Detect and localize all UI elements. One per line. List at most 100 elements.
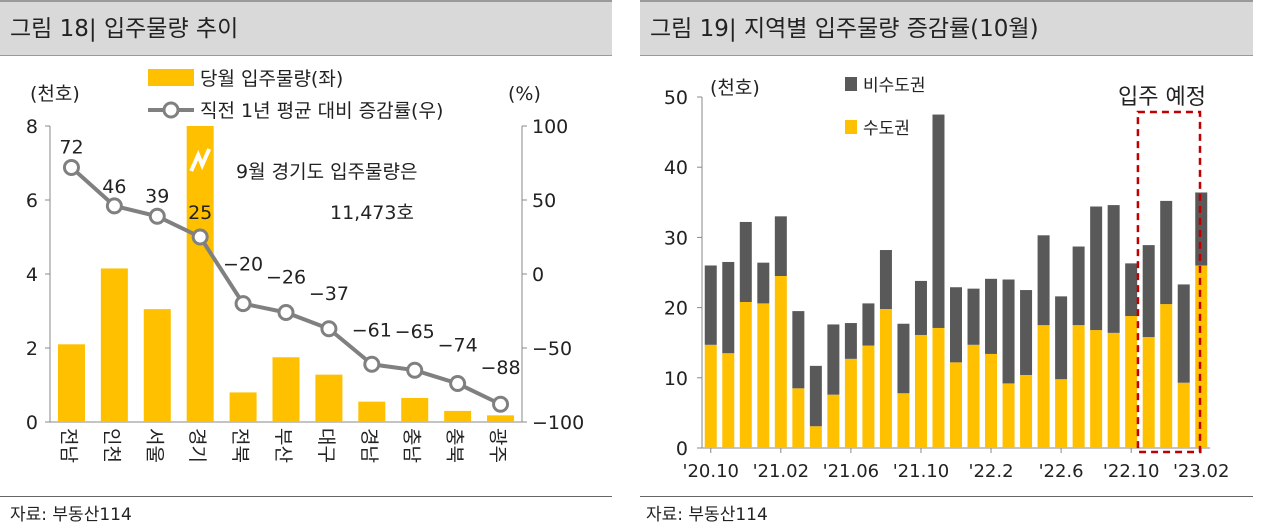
bar-충남 bbox=[401, 397, 429, 422]
bar-capital-'20.10 bbox=[704, 344, 717, 448]
chart-panel-right: 그림 19| 지역별 입주물량 증감률(10월) 0 10 20 30 40 50 (천호)… bbox=[640, 0, 1265, 532]
bar-서울 bbox=[143, 309, 171, 422]
bar-noncapital-'21.08 bbox=[879, 250, 892, 310]
category-label: 부산 bbox=[272, 428, 294, 463]
category-label: 전남 bbox=[57, 428, 79, 463]
bar-capital-'22.12 bbox=[1160, 304, 1173, 448]
legend-capital-swatch bbox=[845, 120, 857, 134]
bar-capital-'21.08 bbox=[879, 309, 892, 448]
bar-capital-'21.03 bbox=[792, 388, 805, 448]
bar-noncapital-'21.11 bbox=[932, 114, 945, 328]
chart-title-left: 그림 18| 입주물량 추이 bbox=[0, 0, 612, 56]
x-tick-label: '20.10 bbox=[683, 461, 739, 482]
legend-bar-label: 당월 입주물량(좌) bbox=[200, 68, 343, 90]
annotation-text: 9월 경기도 입주물량은 bbox=[236, 161, 418, 183]
bar-noncapital-'23.01 bbox=[1177, 284, 1190, 383]
y-tick-label: 30 bbox=[664, 227, 688, 249]
bar-noncapital-'22.09 bbox=[1107, 205, 1120, 333]
legend-line-marker bbox=[162, 101, 180, 119]
bar-광주 bbox=[487, 415, 515, 422]
point-label: 46 bbox=[102, 176, 126, 198]
category-label: 충남 bbox=[401, 428, 423, 463]
bar-noncapital-'21.07 bbox=[862, 303, 875, 346]
legend-capital-label: 수도권 bbox=[863, 119, 910, 139]
bar-noncapital-'20.10 bbox=[704, 265, 717, 345]
legend-line-label: 직전 1년 평균 대비 증감률(우) bbox=[200, 100, 443, 122]
legend-bar-swatch bbox=[148, 69, 194, 86]
growth-point bbox=[449, 375, 467, 393]
bar-capital-'22.06 bbox=[1055, 379, 1068, 448]
forecast-box bbox=[1136, 110, 1202, 454]
right-tick-label: 0 bbox=[532, 264, 544, 286]
bar-noncapital-'22.01 bbox=[967, 288, 980, 345]
growth-point bbox=[105, 197, 123, 215]
point-label: −65 bbox=[395, 321, 435, 343]
x-tick-label: '21.10 bbox=[893, 461, 949, 482]
bar-전남 bbox=[57, 344, 85, 422]
bar-경남 bbox=[358, 401, 386, 422]
y-tick-label: 0 bbox=[676, 438, 688, 460]
chart-title-right: 그림 19| 지역별 입주물량 증감률(10월) bbox=[640, 0, 1253, 56]
point-label: −74 bbox=[438, 335, 478, 357]
source-left: 자료: 부동산114 bbox=[10, 505, 132, 525]
category-label: 광주 bbox=[487, 428, 509, 463]
bar-capital-'22.07 bbox=[1072, 325, 1085, 448]
bar-capital-'20.12 bbox=[739, 301, 752, 448]
growth-point bbox=[406, 361, 424, 379]
bar-capital-'21.11 bbox=[932, 327, 945, 448]
y-tick-label: 40 bbox=[664, 157, 688, 179]
bar-capital-'21.06 bbox=[844, 358, 857, 448]
bar-noncapital-'22.06 bbox=[1055, 296, 1068, 380]
bar-인천 bbox=[100, 268, 128, 422]
bar-noncapital-'21.06 bbox=[844, 323, 857, 359]
left-tick-label: 6 bbox=[26, 190, 38, 212]
bar-capital-'21.12 bbox=[950, 362, 962, 448]
left-tick-label: 8 bbox=[26, 116, 38, 138]
y-tick-label: 20 bbox=[664, 298, 688, 320]
bar-capital-'22.04 bbox=[1020, 374, 1033, 448]
bar-noncapital-'21.12 bbox=[950, 287, 962, 363]
category-label: 전북 bbox=[229, 428, 251, 463]
bar-부산 bbox=[272, 357, 300, 422]
bar-noncapital-'21.05 bbox=[827, 324, 840, 395]
x-tick-label: '22.6 bbox=[1039, 461, 1084, 482]
bar-capital-'22.03 bbox=[1002, 383, 1015, 448]
bar-경기 bbox=[186, 126, 214, 422]
category-label: 대구 bbox=[315, 428, 337, 463]
source-right: 자료: 부동산114 bbox=[646, 505, 768, 525]
point-label: −26 bbox=[266, 266, 306, 288]
bar-noncapital-'22.03 bbox=[1002, 279, 1015, 384]
category-label: 경남 bbox=[358, 428, 380, 463]
growth-point bbox=[320, 320, 338, 338]
growth-point bbox=[148, 207, 166, 225]
bar-noncapital-'21.10 bbox=[914, 280, 927, 335]
bar-대구 bbox=[315, 374, 343, 422]
bar-noncapital-'22.11 bbox=[1142, 245, 1155, 338]
left-tick-label: 4 bbox=[26, 264, 38, 286]
forecast-label: 입주 예정 bbox=[1118, 85, 1206, 110]
bar-noncapital-'20.12 bbox=[739, 221, 752, 302]
bar-capital-'22.10 bbox=[1125, 316, 1138, 448]
unit-label: (천호) bbox=[710, 77, 760, 99]
bar-noncapital-'22.04 bbox=[1020, 290, 1033, 375]
bar-noncapital-'21.01 bbox=[757, 262, 770, 304]
x-tick-label: '22.2 bbox=[969, 461, 1014, 482]
bar-noncapital-'22.02 bbox=[985, 278, 998, 354]
point-label: 72 bbox=[59, 136, 83, 158]
bar-noncapital-'21.04 bbox=[809, 365, 822, 427]
bar-전북 bbox=[229, 392, 257, 422]
bar-capital-'21.05 bbox=[827, 394, 840, 448]
y-tick-label: 10 bbox=[664, 368, 688, 390]
bar-capital-'22.05 bbox=[1037, 325, 1050, 448]
right-tick-label: 50 bbox=[532, 190, 556, 212]
x-tick-label: '21.06 bbox=[823, 461, 879, 482]
bar-capital-'22.09 bbox=[1107, 332, 1120, 448]
bar-noncapital-'20.11 bbox=[722, 261, 735, 354]
bar-충북 bbox=[444, 410, 472, 422]
source-divider-left bbox=[0, 496, 612, 497]
bar-capital-'22.02 bbox=[985, 353, 998, 448]
source-divider-right bbox=[640, 496, 1253, 497]
point-label: −61 bbox=[352, 319, 392, 341]
bar-noncapital-'21.02 bbox=[774, 216, 787, 277]
